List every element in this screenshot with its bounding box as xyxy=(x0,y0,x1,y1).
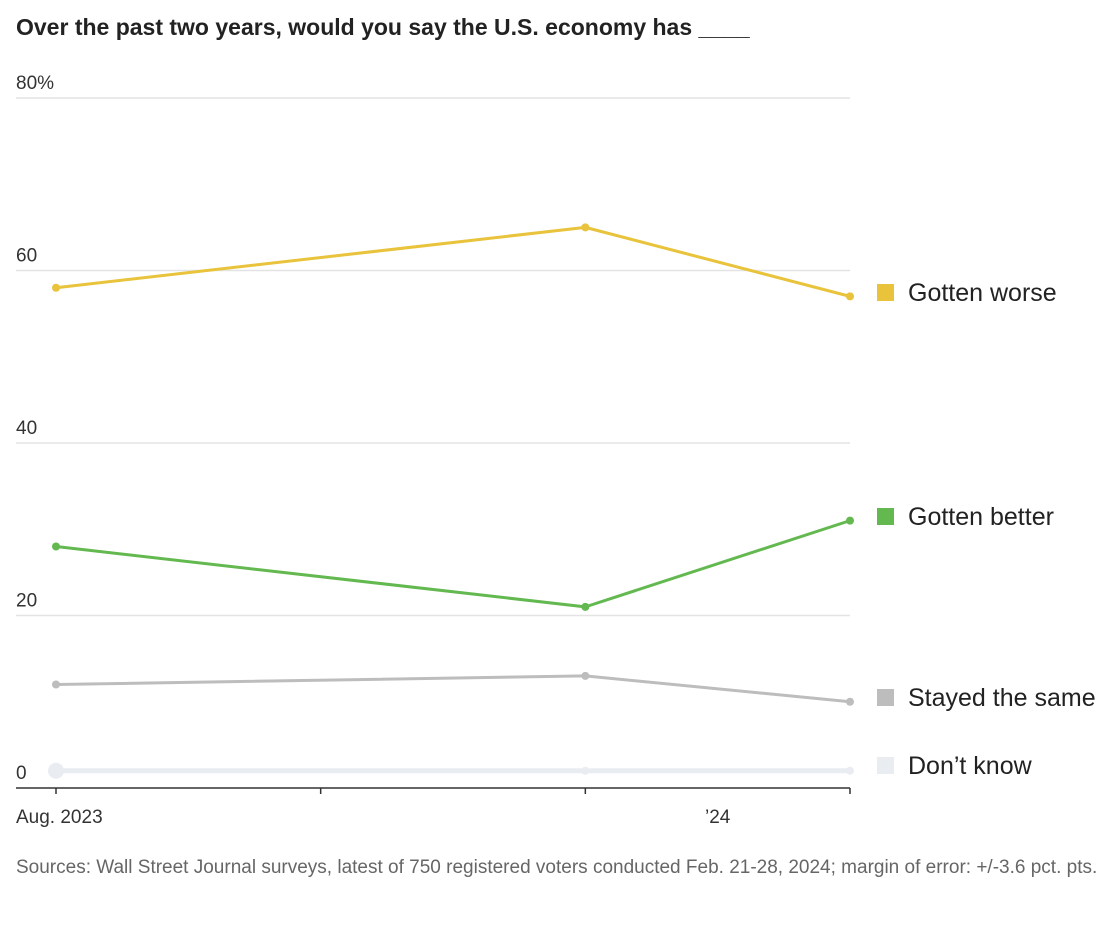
series-lines xyxy=(48,223,854,779)
point-gotten-worse-2024-02 xyxy=(846,292,854,301)
x-tick-label-aug-2023: Aug. 2023 xyxy=(16,807,103,828)
source-note: Sources: Wall Street Journal surveys, la… xyxy=(16,857,1098,878)
point-gotten-better-2023-08 xyxy=(52,542,60,551)
x-tick-label-2024: ’24 xyxy=(705,807,731,828)
series-line-gotten-worse xyxy=(55,225,851,298)
point-stayed-the-same-2023-08 xyxy=(52,680,60,689)
point-don-t-know-2023-08 xyxy=(48,762,64,779)
point-stayed-the-same-2023-12 xyxy=(581,671,590,680)
point-stayed-the-same-2024-02 xyxy=(846,697,854,706)
legend-swatch-don-t-know xyxy=(877,757,894,774)
series-line-gotten-better xyxy=(55,519,851,609)
y-tick-label-0: 0 xyxy=(16,763,27,784)
legend-swatch-gotten-better xyxy=(877,508,894,525)
legend: Gotten worse Gotten better Stayed the same… xyxy=(877,279,1096,780)
legend-label-gotten-better: Gotten better xyxy=(908,503,1054,531)
point-gotten-better-2024-02 xyxy=(846,516,854,525)
legend-label-don-t-know: Don’t know xyxy=(908,752,1033,780)
y-tick-label-60: 60 xyxy=(16,246,37,267)
series-line-stayed-the-same xyxy=(55,674,851,704)
point-gotten-worse-2023-12 xyxy=(581,223,590,232)
grid-lines: 0 20 40 60 80% xyxy=(16,73,850,784)
point-don-t-know-2024-02 xyxy=(846,766,854,775)
y-tick-label-20: 20 xyxy=(16,591,37,612)
point-gotten-better-2023-12 xyxy=(581,602,590,611)
legend-swatch-stayed-the-same xyxy=(877,689,894,706)
y-tick-label-40: 40 xyxy=(16,418,37,439)
legend-swatch-gotten-worse xyxy=(877,284,894,301)
legend-label-gotten-worse: Gotten worse xyxy=(908,279,1057,307)
x-axis: Aug. 2023 ’24 xyxy=(16,787,851,828)
point-don-t-know-2023-12 xyxy=(581,766,590,775)
chart-title: Over the past two years, would you say t… xyxy=(16,14,750,40)
y-tick-label-80: 80% xyxy=(16,73,54,94)
point-gotten-worse-2023-08 xyxy=(52,283,60,292)
legend-label-stayed-the-same: Stayed the same xyxy=(908,684,1096,712)
